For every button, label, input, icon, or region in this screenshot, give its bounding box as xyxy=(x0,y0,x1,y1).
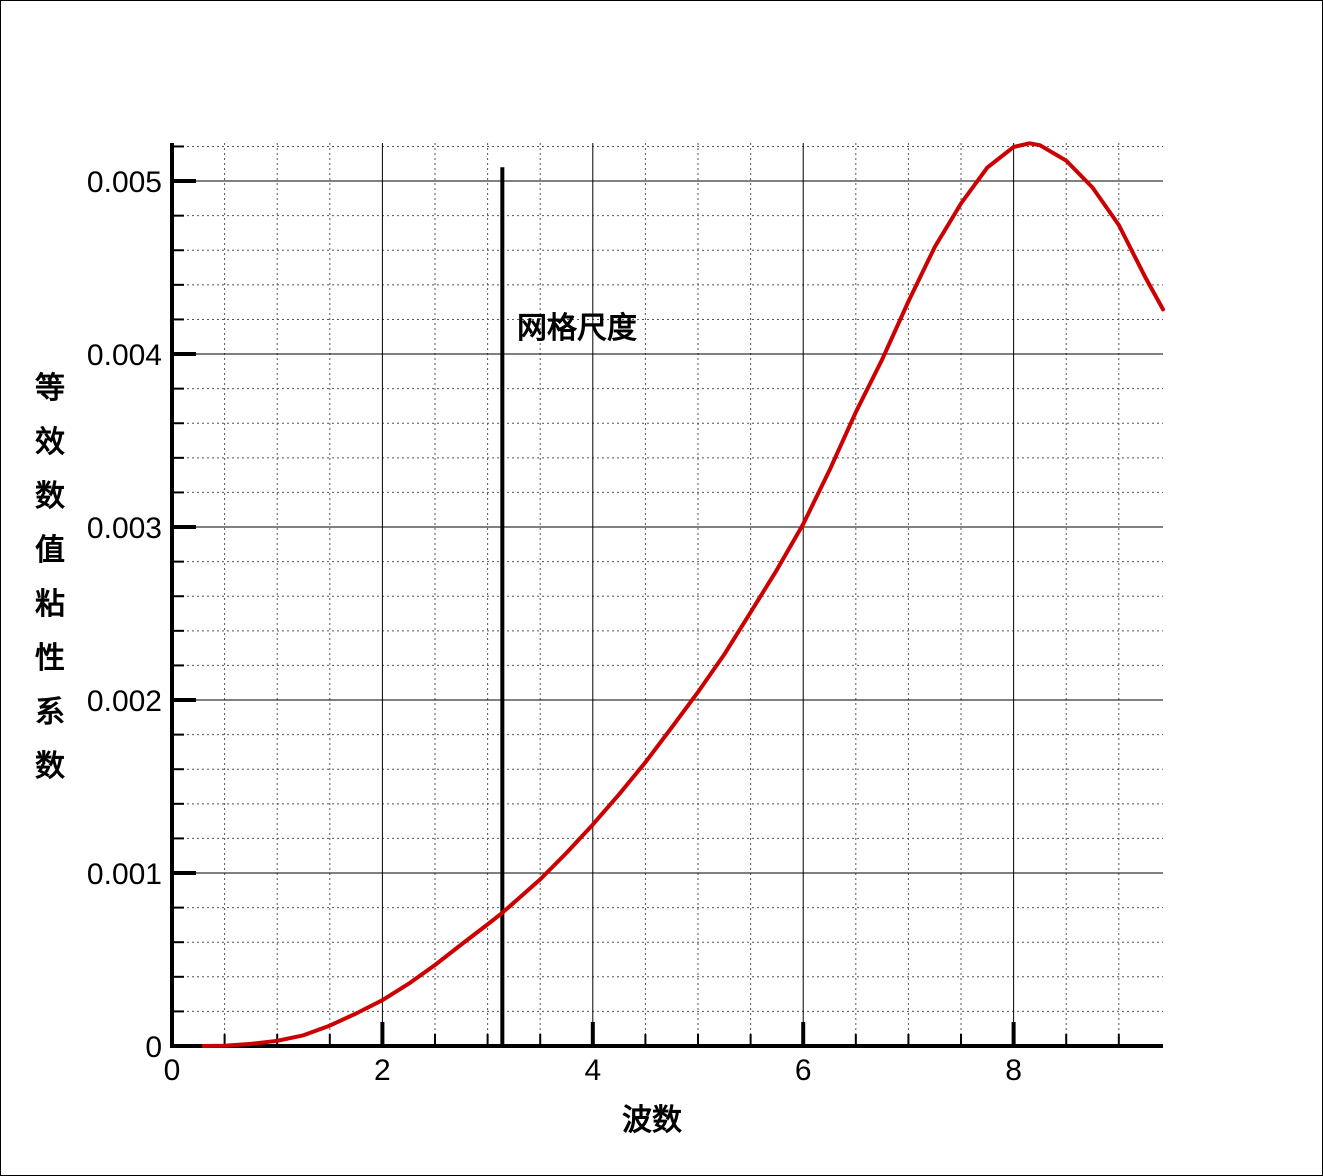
x-tick-labels: 0 2 4 6 8 xyxy=(164,1054,1022,1087)
y-axis-title-char: 系 xyxy=(35,695,65,730)
x-tick-label: 8 xyxy=(1005,1054,1022,1087)
x-tick-label: 0 xyxy=(164,1054,181,1087)
y-axis-title-char: 性 xyxy=(35,641,65,676)
y-tick-label: 0.005 xyxy=(87,166,162,199)
tick-marks xyxy=(170,145,1120,1048)
y-axis-title-char: 数 xyxy=(35,479,66,514)
y-axis-title-char: 值 xyxy=(35,533,65,568)
x-tick-label: 2 xyxy=(374,1054,391,1087)
series-group xyxy=(201,141,1165,1048)
major-grid xyxy=(172,143,1163,1046)
y-axis-title-char: 数 xyxy=(35,749,66,784)
y-tick-label: 0 xyxy=(145,1031,162,1064)
y-tick-label: 0.001 xyxy=(87,858,162,891)
x-tick-label: 4 xyxy=(584,1054,601,1087)
x-tick-label: 6 xyxy=(795,1054,812,1087)
y-axis-title-char: 效 xyxy=(35,425,65,460)
x-axis-title: 波数 xyxy=(622,1103,683,1138)
y-tick-labels: 0 0.001 0.002 0.003 0.004 0.005 xyxy=(87,166,162,1064)
grid-scale-label: 网格尺度 xyxy=(517,311,637,346)
y-tick-label: 0.003 xyxy=(87,512,162,545)
y-axis-title-char: 等 xyxy=(35,371,65,406)
y-tick-label: 0.002 xyxy=(87,685,162,718)
minor-grid xyxy=(172,143,1163,1046)
viscosity-curve xyxy=(201,141,1165,1048)
y-axis-title-char: 粘 xyxy=(35,587,65,622)
y-tick-label: 0.004 xyxy=(87,339,162,372)
